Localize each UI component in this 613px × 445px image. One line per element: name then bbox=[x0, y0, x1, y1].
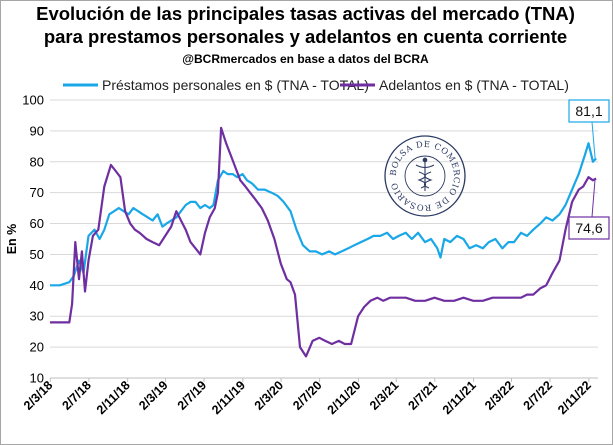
x-tick-label: 2/7/22 bbox=[521, 378, 556, 413]
chart-title: Evolución de las principales tasas activ… bbox=[36, 3, 575, 24]
x-tick-label: 2/7/19 bbox=[175, 378, 210, 413]
legend-label-prestamos: Préstamos personales en $ (TNA - TOTAL) bbox=[102, 77, 369, 93]
chart-subtitle: @BCRmercados en base a datos del BCRA bbox=[182, 52, 429, 66]
callout-value: 74,6 bbox=[575, 220, 602, 236]
callout-box bbox=[568, 99, 610, 123]
callout-leader bbox=[591, 121, 596, 159]
x-tick-label: 2/11/18 bbox=[94, 378, 133, 417]
callout-box bbox=[568, 216, 610, 240]
callout-leader bbox=[591, 178, 596, 218]
value-callouts: 81,1 74,6 bbox=[568, 99, 610, 240]
legend-label-adelantos: Adelantos en $ (TNA - TOTAL) bbox=[379, 77, 569, 93]
series-lines bbox=[50, 126, 597, 358]
x-tick-label: 2/7/18 bbox=[59, 378, 94, 413]
adelantos-series-line bbox=[50, 126, 597, 358]
x-tick-label: 2/11/20 bbox=[325, 378, 364, 417]
prestamos-series-line bbox=[50, 142, 597, 287]
caduceus-icon bbox=[415, 157, 435, 191]
y-tick-label: 10 bbox=[30, 371, 44, 386]
y-axis-label: En % bbox=[5, 224, 19, 255]
chart-title-line2: para prestamos personales y adelantos en… bbox=[43, 26, 568, 47]
x-tick-label: 2/3/19 bbox=[136, 378, 171, 413]
y-tick-label: 100 bbox=[22, 93, 44, 108]
y-tick-label: 80 bbox=[30, 154, 44, 169]
x-tick-label: 2/3/20 bbox=[252, 378, 287, 413]
x-tick-label: 2/7/20 bbox=[290, 378, 325, 413]
x-tick-label: 2/3/22 bbox=[482, 378, 517, 413]
legend: Préstamos personales en $ (TNA - TOTAL) … bbox=[63, 77, 569, 93]
x-tick-label: 2/11/22 bbox=[555, 378, 594, 417]
x-tick-label: 2/11/21 bbox=[440, 378, 479, 417]
x-tick-label: 2/3/21 bbox=[367, 378, 402, 413]
bolsa-de-comercio-de-rosario-seal: BOLSA DE COMERCIO DE ROSARIO bbox=[384, 135, 466, 217]
y-tick-label: 40 bbox=[30, 278, 44, 293]
y-tick-label: 70 bbox=[30, 185, 44, 200]
x-tick-label: 2/11/19 bbox=[209, 378, 248, 417]
x-tick-label: 2/7/21 bbox=[405, 378, 440, 413]
y-tick-label: 30 bbox=[30, 309, 44, 324]
y-tick-label: 60 bbox=[30, 216, 44, 231]
callout-value: 81,1 bbox=[575, 103, 602, 119]
y-tick-label: 50 bbox=[30, 247, 44, 262]
y-tick-label: 20 bbox=[30, 340, 44, 355]
y-tick-label: 90 bbox=[30, 123, 44, 138]
